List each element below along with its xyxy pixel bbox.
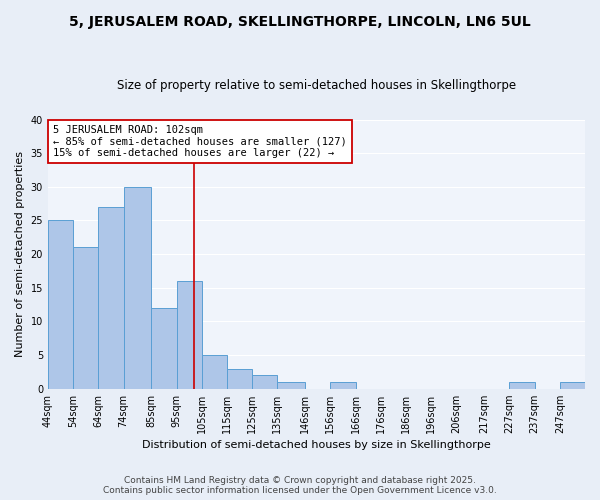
Text: 5, JERUSALEM ROAD, SKELLINGTHORPE, LINCOLN, LN6 5UL: 5, JERUSALEM ROAD, SKELLINGTHORPE, LINCO… bbox=[69, 15, 531, 29]
Bar bbox=[73, 248, 98, 388]
Text: 5 JERUSALEM ROAD: 102sqm
← 85% of semi-detached houses are smaller (127)
15% of : 5 JERUSALEM ROAD: 102sqm ← 85% of semi-d… bbox=[53, 125, 347, 158]
Bar bbox=[331, 382, 356, 388]
Bar bbox=[124, 187, 151, 388]
Bar bbox=[98, 207, 124, 388]
Bar bbox=[151, 308, 176, 388]
Bar bbox=[227, 368, 252, 388]
Text: Contains HM Land Registry data © Crown copyright and database right 2025.
Contai: Contains HM Land Registry data © Crown c… bbox=[103, 476, 497, 495]
Y-axis label: Number of semi-detached properties: Number of semi-detached properties bbox=[15, 151, 25, 357]
Bar bbox=[560, 382, 585, 388]
Bar bbox=[48, 220, 73, 388]
Title: Size of property relative to semi-detached houses in Skellingthorpe: Size of property relative to semi-detach… bbox=[117, 79, 516, 92]
X-axis label: Distribution of semi-detached houses by size in Skellingthorpe: Distribution of semi-detached houses by … bbox=[142, 440, 491, 450]
Bar bbox=[252, 375, 277, 388]
Bar bbox=[176, 281, 202, 388]
Bar bbox=[202, 355, 227, 388]
Bar bbox=[509, 382, 535, 388]
Bar bbox=[277, 382, 305, 388]
